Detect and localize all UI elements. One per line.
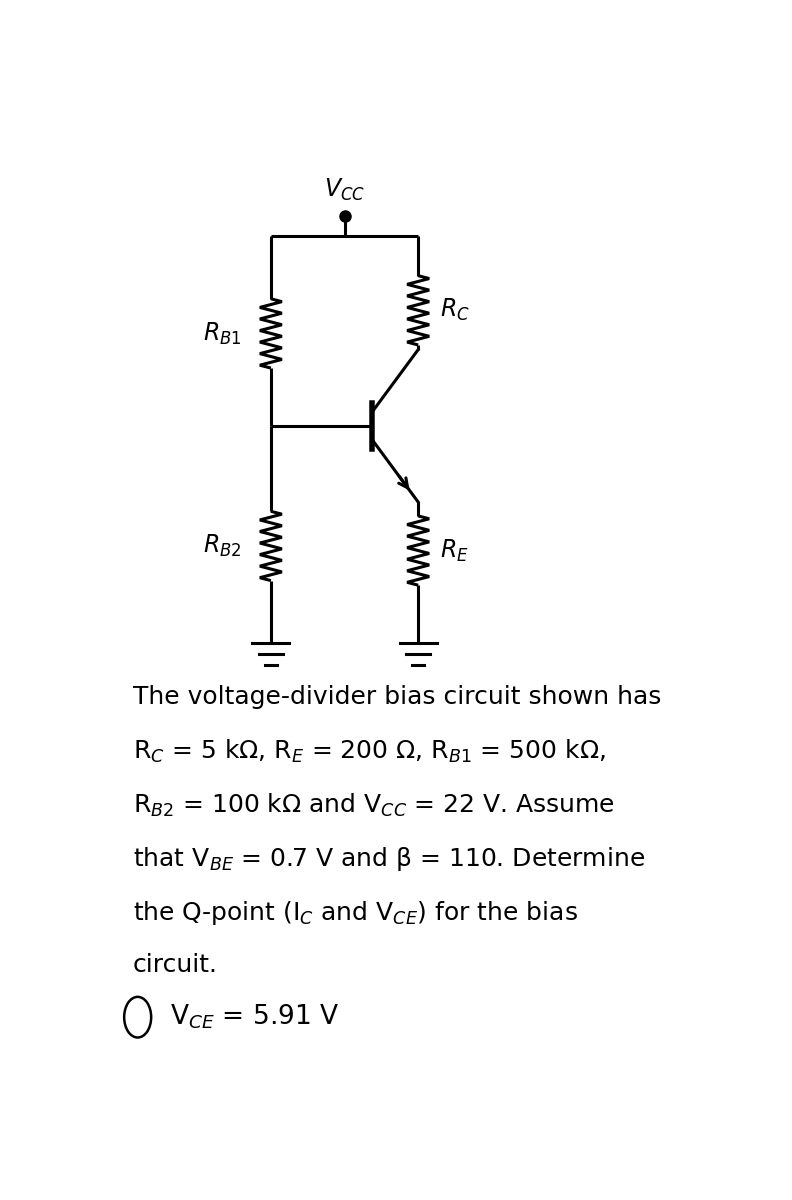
Text: $R_C$: $R_C$: [440, 298, 470, 324]
Text: The voltage-divider bias circuit shown has: The voltage-divider bias circuit shown h…: [133, 684, 661, 708]
Text: $R_{B2}$: $R_{B2}$: [203, 533, 242, 559]
Text: $V_{CC}$: $V_{CC}$: [324, 176, 365, 203]
Text: R$_C$ = 5 kΩ, R$_E$ = 200 Ω, R$_{B1}$ = 500 kΩ,: R$_C$ = 5 kΩ, R$_E$ = 200 Ω, R$_{B1}$ = …: [133, 738, 605, 766]
Text: circuit.: circuit.: [133, 953, 218, 977]
Text: V$_{CE}$ = 5.91 V: V$_{CE}$ = 5.91 V: [169, 1003, 339, 1032]
Text: R$_{B2}$ = 100 kΩ and V$_{CC}$ = 22 V. Assume: R$_{B2}$ = 100 kΩ and V$_{CC}$ = 22 V. A…: [133, 792, 615, 818]
Text: that V$_{BE}$ = 0.7 V and β = 110. Determine: that V$_{BE}$ = 0.7 V and β = 110. Deter…: [133, 845, 645, 874]
Text: the Q-point (I$_C$ and V$_{CE}$) for the bias: the Q-point (I$_C$ and V$_{CE}$) for the…: [133, 899, 577, 926]
Text: $R_{B1}$: $R_{B1}$: [203, 320, 242, 347]
Text: $R_E$: $R_E$: [440, 538, 468, 564]
